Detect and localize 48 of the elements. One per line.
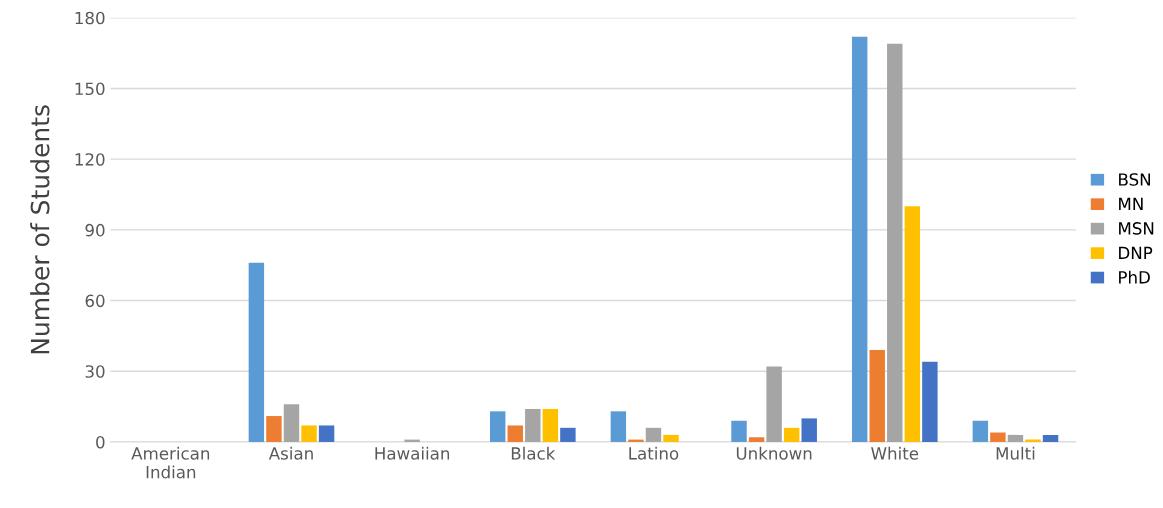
bar bbox=[748, 437, 765, 442]
legend-label: MSN bbox=[1119, 222, 1154, 235]
bar bbox=[266, 416, 282, 442]
bar bbox=[489, 411, 506, 442]
bar bbox=[801, 418, 817, 442]
y-tick-label: 150 bbox=[75, 82, 105, 96]
bar bbox=[507, 425, 523, 442]
bar bbox=[766, 366, 782, 442]
bar bbox=[922, 361, 938, 442]
bar bbox=[887, 43, 903, 442]
x-tick-label: American Indian bbox=[131, 446, 210, 479]
x-tick-label: Unknown bbox=[736, 446, 812, 460]
x-tick-label: White bbox=[871, 446, 919, 460]
bar bbox=[731, 420, 747, 442]
x-tick-label: Hawaiian bbox=[375, 446, 450, 460]
bar bbox=[542, 408, 559, 442]
y-tick-label: 90 bbox=[85, 223, 105, 237]
bar bbox=[610, 411, 627, 442]
bar bbox=[869, 350, 885, 442]
bar bbox=[663, 434, 679, 442]
bar bbox=[645, 427, 662, 442]
y-tick-label: 60 bbox=[85, 294, 105, 308]
legend-label: PhD bbox=[1119, 270, 1150, 284]
bar bbox=[783, 427, 800, 442]
y-tick-label: 120 bbox=[75, 153, 105, 166]
bar bbox=[525, 408, 541, 442]
x-tick-label: Latino bbox=[629, 446, 679, 460]
bar bbox=[1007, 434, 1024, 442]
legend-label: DNP bbox=[1119, 246, 1153, 259]
bar bbox=[972, 420, 989, 442]
x-tick-label: Black bbox=[511, 446, 556, 460]
x-tick-label: Multi bbox=[996, 446, 1035, 460]
bar bbox=[851, 36, 868, 442]
legend-label: BSN bbox=[1119, 173, 1150, 186]
y-tick-label: 0 bbox=[96, 435, 105, 449]
y-axis-title: Number of Students bbox=[30, 105, 50, 354]
bar bbox=[560, 427, 576, 442]
legend-label: MN bbox=[1119, 197, 1143, 211]
bar bbox=[301, 425, 317, 442]
bar bbox=[904, 206, 921, 442]
bar bbox=[990, 432, 1006, 442]
x-tick-label: Asian bbox=[268, 446, 313, 460]
y-tick-label: 180 bbox=[75, 11, 105, 25]
bar bbox=[318, 425, 335, 442]
bar bbox=[248, 262, 265, 442]
y-tick-label: 30 bbox=[85, 365, 105, 378]
bar bbox=[283, 404, 300, 442]
bar bbox=[1042, 434, 1059, 442]
